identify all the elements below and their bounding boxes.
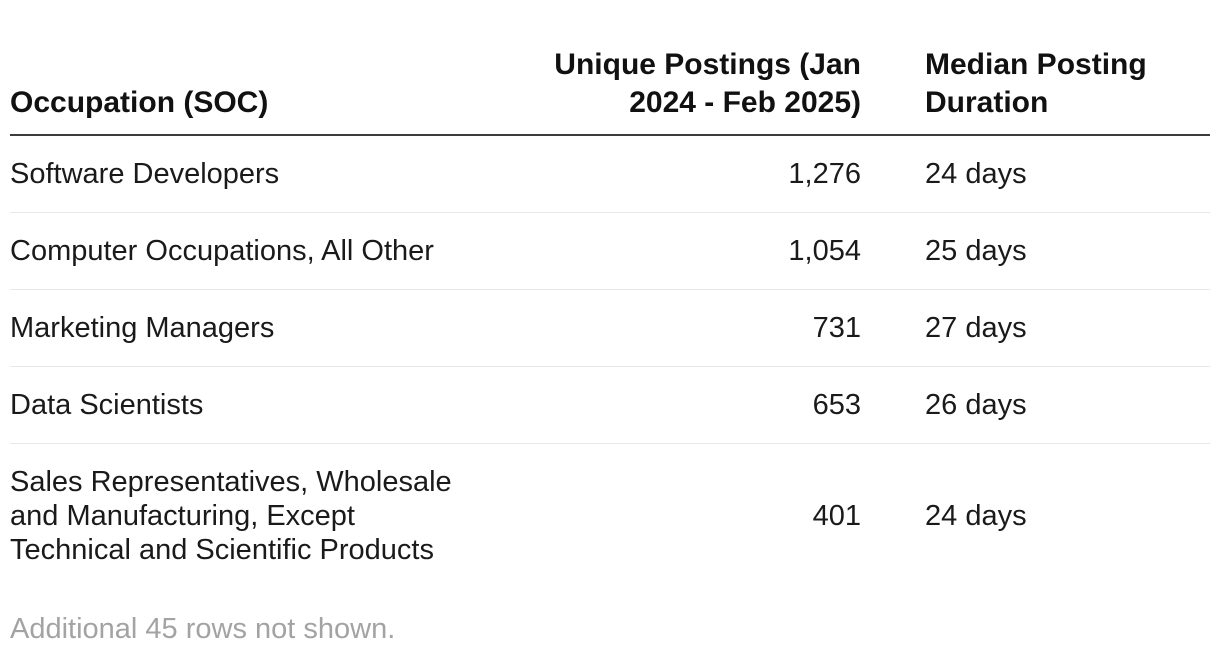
table-row: Computer Occupations, All Other 1,054 25… [10,212,1210,290]
occupation-cell: Software Developers [10,135,542,213]
unique-postings-cell: 731 [542,289,861,367]
occupation-cell: Sales Representatives, Wholesale and Man… [10,466,452,566]
table-header-row: Occupation (SOC) Unique Postings (Jan 20… [10,46,1210,136]
occupation-cell: Marketing Managers [10,289,542,367]
column-header-unique-postings: Unique Postings (Jan 2024 - Feb 2025) [542,46,861,136]
median-duration-cell: 24 days [925,500,1027,532]
median-duration-cell: 25 days [861,212,1210,290]
table-body: Software Developers 1,276 24 days Comput… [10,135,1210,588]
column-header-occupation: Occupation (SOC) [10,46,542,136]
occupations-table: Occupation (SOC) Unique Postings (Jan 20… [10,46,1210,588]
column-header-median-duration: Median Posting Duration [861,46,1210,136]
table-row: Marketing Managers 731 27 days [10,289,1210,367]
median-duration-cell: 24 days [861,135,1210,213]
table-header: Occupation (SOC) Unique Postings (Jan 20… [10,46,1210,136]
occupation-cell: Data Scientists [10,366,542,444]
unique-postings-cell: 1,054 [542,212,861,290]
table-row: Sales Representatives, Wholesale and Man… [10,444,1210,589]
median-duration-cell: 26 days [861,366,1210,444]
median-duration-cell: 27 days [861,289,1210,367]
occupation-cell: Computer Occupations, All Other [10,212,542,290]
unique-postings-cell: 1,276 [542,135,861,213]
additional-rows-note: Additional 45 rows not shown. [10,613,396,645]
table-row: Software Developers 1,276 24 days [10,135,1210,213]
unique-postings-cell: 401 [812,500,861,532]
table-row: Data Scientists 653 26 days [10,366,1210,444]
unique-postings-cell: 653 [542,366,861,444]
